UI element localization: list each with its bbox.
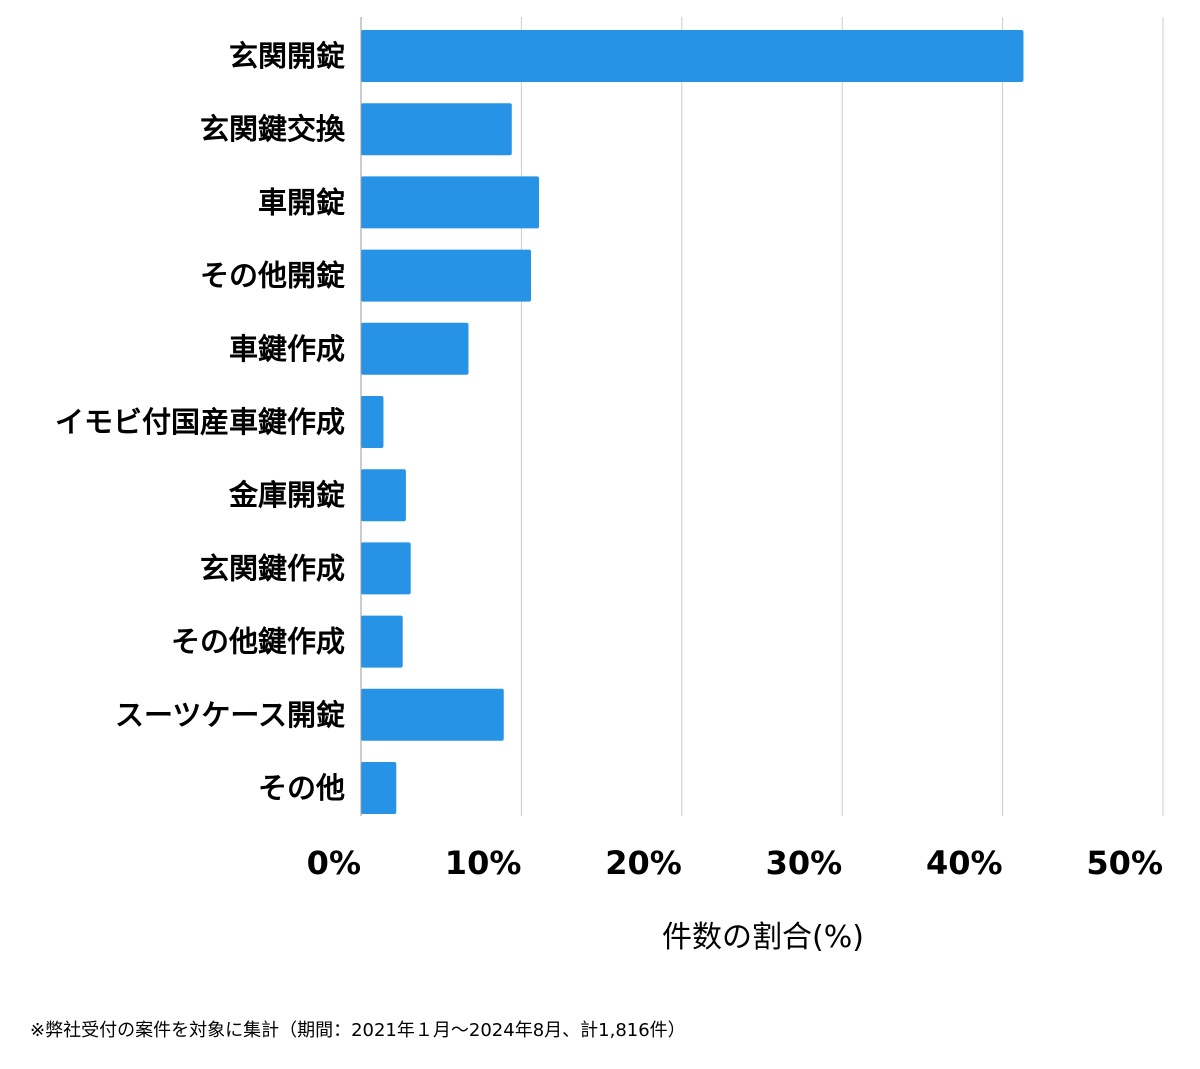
category-label: その他 <box>258 771 345 805</box>
bar <box>361 542 411 595</box>
bars <box>361 30 1024 814</box>
category-label: 玄関鍵作成 <box>200 551 345 585</box>
category-label: 金庫開錠 <box>228 478 345 512</box>
x-tick-label: 50% <box>1086 844 1163 882</box>
x-tick-label: 0% <box>307 844 361 882</box>
x-tick-labels: 0% 10% 20% 30% 40% 50% <box>307 844 1163 882</box>
x-tick-label: 30% <box>766 844 843 882</box>
bar <box>361 249 532 302</box>
bar-chart: 玄関開錠玄関鍵交換車開錠その他開錠車鍵作成イモビ付国産車鍵作成金庫開錠玄関鍵作成… <box>55 17 1164 955</box>
footnote: ※弊社受付の案件を対象に集計（期間：2021年１月〜2024年8月、計1,816… <box>30 1020 686 1041</box>
bar <box>361 103 512 156</box>
x-tick-label: 40% <box>926 844 1003 882</box>
bar <box>361 469 406 522</box>
bar <box>361 30 1024 82</box>
gridlines <box>520 17 1164 816</box>
bar <box>361 615 403 668</box>
category-label: 車開錠 <box>258 185 345 219</box>
category-labels: 玄関開錠玄関鍵交換車開錠その他開錠車鍵作成イモビ付国産車鍵作成金庫開錠玄関鍵作成… <box>55 39 346 805</box>
category-label: 車鍵作成 <box>229 332 345 366</box>
bar <box>361 762 397 814</box>
category-label: その他開錠 <box>200 259 345 293</box>
x-axis-title: 件数の割合(%) <box>662 920 864 955</box>
bar <box>361 322 469 375</box>
bar <box>361 396 384 448</box>
category-label: その他鍵作成 <box>171 625 345 659</box>
bar <box>361 176 540 229</box>
x-tick-label: 20% <box>605 844 682 882</box>
category-label: スーツケース開錠 <box>115 698 345 732</box>
category-label: 玄関鍵交換 <box>200 112 346 146</box>
bar <box>361 688 504 741</box>
x-tick-label: 10% <box>445 844 522 882</box>
category-label: 玄関開錠 <box>229 39 345 73</box>
category-label: イモビ付国産車鍵作成 <box>55 405 345 439</box>
